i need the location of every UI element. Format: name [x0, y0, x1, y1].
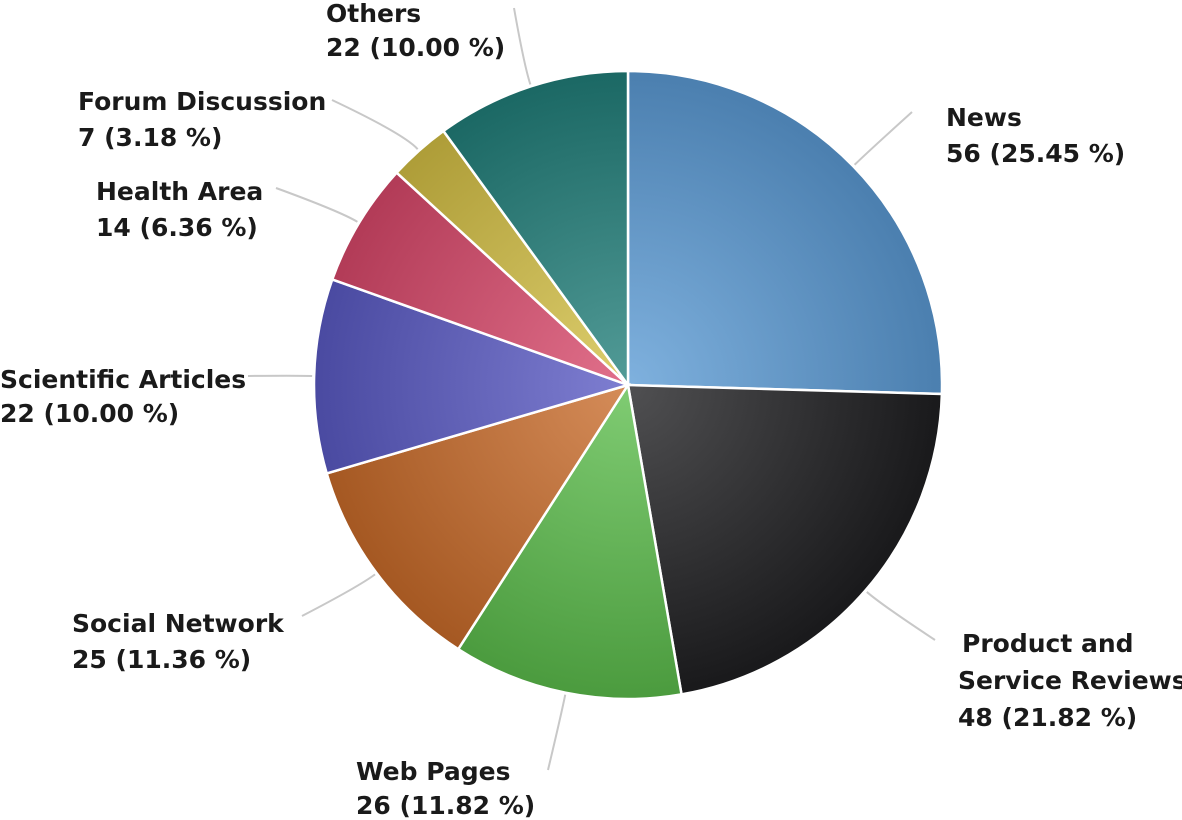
pie-slice-social-network	[325, 382, 631, 651]
pie-slice-news	[626, 69, 944, 396]
label-reviews-value: 48 (21.82 %)	[958, 703, 1137, 732]
label-scientific-name: Scientific Articles	[0, 365, 246, 394]
pie-slice-product-and-service-reviews	[626, 383, 944, 696]
label-news-name: News	[946, 103, 1022, 132]
label-reviews-name: Product and Service Reviews	[958, 629, 1182, 695]
label-scientific-value: 22 (10.00 %)	[0, 399, 179, 428]
label-others-value: 22 (10.00 %)	[326, 33, 505, 62]
pie-slices	[312, 69, 944, 701]
pie-slice-web-pages	[456, 381, 683, 701]
label-social-name: Social Network	[72, 609, 285, 638]
pie-slice-others	[441, 69, 630, 389]
label-forum-value: 7 (3.18 %)	[78, 123, 222, 152]
label-forum-name: Forum Discussion	[78, 87, 326, 116]
label-connectors	[247, 7, 936, 771]
label-health-name: Health Area	[96, 177, 263, 206]
pie-slice-scientific-articles	[312, 277, 633, 476]
label-others-name: Others	[326, 0, 421, 28]
connector-news	[853, 111, 913, 166]
connector-web-pages	[547, 694, 567, 771]
label-webpages-name: Web Pages	[356, 757, 511, 786]
connector-social-network	[301, 573, 376, 617]
label-news-value: 56 (25.45 %)	[946, 139, 1125, 168]
connector-health-area	[275, 187, 358, 223]
label-webpages-value: 26 (11.82 %)	[356, 791, 535, 820]
pie-slice-health-area	[330, 170, 629, 387]
connector-product-and-service-reviews	[866, 591, 936, 641]
connector-others	[513, 7, 532, 85]
label-social-value: 25 (11.36 %)	[72, 645, 251, 674]
label-health-value: 14 (6.36 %)	[96, 213, 258, 242]
connector-forum-discussion	[331, 99, 419, 150]
